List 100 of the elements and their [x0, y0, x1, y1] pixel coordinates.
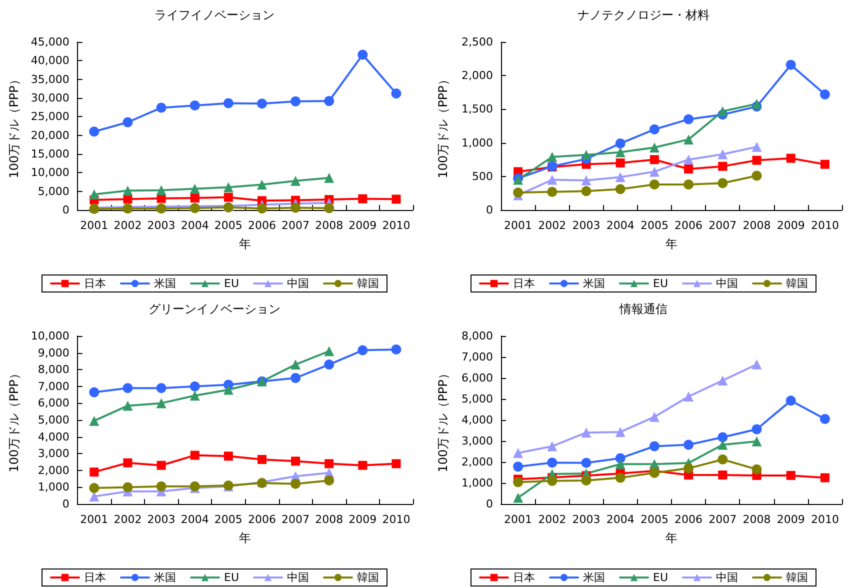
point	[649, 179, 660, 190]
y-tick-label: 3,000	[462, 434, 493, 448]
y-tick-label: 4,000	[462, 414, 493, 426]
y-tick-label: 1,000	[462, 476, 493, 490]
y-tick-label: 10,000	[30, 330, 70, 342]
point	[224, 192, 233, 202]
point	[786, 396, 796, 406]
y-tick-label: 7,000	[462, 350, 493, 364]
legend-label: 米国	[583, 571, 605, 584]
legend-label: 米国	[583, 277, 605, 290]
point	[156, 383, 166, 394]
y-tick-label: 0	[62, 498, 70, 510]
point	[324, 346, 334, 356]
point	[89, 416, 100, 426]
point	[324, 96, 334, 106]
legend-label: 中国	[287, 277, 309, 290]
point	[290, 360, 301, 370]
x-tick-label: 2008	[315, 513, 344, 526]
point	[752, 464, 762, 474]
y-tick-label: 35,000	[30, 72, 70, 86]
point	[615, 472, 626, 483]
point	[684, 440, 694, 450]
point	[290, 478, 301, 489]
point	[718, 440, 728, 450]
chart-title: ナノテクノロジー・材料	[578, 8, 710, 22]
x-tick-label: 2002	[114, 513, 142, 526]
y-tick-label: 2,000	[462, 456, 493, 468]
y-tick-label: 1,000	[38, 480, 70, 494]
point	[615, 147, 626, 158]
legend-label: 中国	[287, 571, 309, 584]
point	[190, 450, 200, 460]
legend-label: EU	[653, 571, 668, 584]
x-tick-label: 2006	[674, 513, 703, 526]
y-tick-label: 2,000	[38, 464, 70, 477]
x-tick-label: 2007	[708, 219, 737, 232]
x-tick-label: 2001	[504, 219, 532, 232]
point	[547, 458, 558, 468]
legend-label: 日本	[513, 571, 535, 584]
point	[649, 412, 660, 422]
x-tick-label: 2004	[180, 513, 209, 526]
point	[649, 142, 660, 153]
point	[581, 175, 592, 186]
y-axis-title: 100万ドル（PPP）	[436, 368, 450, 472]
y-axis-title: 100万ドル（PPP）	[436, 74, 450, 178]
point	[358, 194, 368, 204]
point	[615, 138, 626, 148]
point	[718, 454, 728, 464]
y-tick-label: 8,000	[38, 363, 70, 376]
point	[786, 60, 796, 70]
point	[513, 188, 524, 198]
point	[156, 102, 166, 113]
point	[547, 152, 558, 162]
point	[291, 456, 300, 466]
y-axis-title: 100万ドル（PPP）	[7, 74, 21, 178]
x-axis-title: 年	[666, 531, 678, 545]
chart-title: グリーンイノベーション	[148, 302, 280, 316]
point	[122, 383, 133, 394]
point	[684, 179, 694, 190]
legend-label: EU	[653, 277, 668, 290]
point	[256, 98, 267, 109]
point	[684, 114, 694, 124]
point	[358, 345, 368, 356]
x-tick-label: 2003	[147, 219, 176, 232]
x-tick-label: 2001	[80, 513, 108, 526]
y-tick-label: 5,000	[462, 392, 493, 406]
point	[224, 452, 233, 461]
x-tick-label: 2010	[810, 219, 839, 232]
y-tick-label: 6,000	[38, 396, 70, 410]
legend-label: EU	[224, 571, 240, 584]
x-tick-label: 2009	[348, 513, 377, 526]
legend-label: 韓国	[357, 277, 379, 290]
y-tick-label: 0	[486, 498, 493, 510]
legend-label: 中国	[716, 277, 738, 290]
point	[684, 391, 694, 402]
point	[718, 106, 728, 116]
x-tick-label: 2008	[742, 219, 771, 232]
x-tick-label: 2003	[572, 219, 600, 232]
point	[156, 481, 166, 492]
point	[649, 441, 660, 452]
x-tick-label: 2005	[214, 219, 242, 232]
x-tick-label: 2005	[640, 219, 668, 232]
point	[752, 436, 762, 446]
point	[190, 194, 200, 203]
point	[290, 202, 301, 213]
point	[324, 360, 334, 370]
x-tick-label: 2002	[114, 219, 142, 232]
y-tick-label: 40,000	[30, 54, 70, 68]
point	[752, 98, 762, 109]
legend-label: 米国	[154, 571, 176, 584]
point	[89, 491, 100, 502]
point	[290, 373, 301, 383]
point	[615, 184, 626, 194]
point	[122, 482, 133, 492]
point	[615, 459, 626, 470]
point	[190, 381, 200, 392]
point	[156, 460, 166, 470]
point	[786, 470, 796, 480]
y-tick-label: 1,000	[462, 136, 493, 150]
point	[752, 142, 762, 152]
x-tick-label: 2010	[382, 219, 410, 232]
